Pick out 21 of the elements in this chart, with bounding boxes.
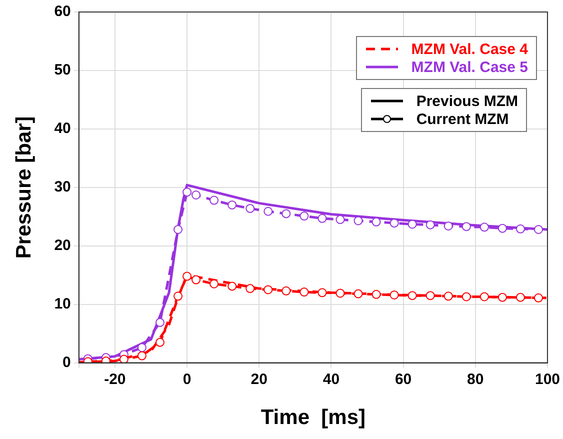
- y-tick-label: 30: [54, 178, 71, 196]
- y-tick-label: 20: [54, 237, 71, 254]
- y-tick-label: 50: [54, 62, 71, 79]
- key-box: Previous MZM Current MZM: [361, 88, 527, 132]
- x-tick-label: -20: [104, 370, 126, 388]
- x-tick-label: 80: [467, 370, 484, 388]
- x-tick-label: 40: [322, 370, 340, 388]
- x-tick-label: 60: [394, 370, 412, 388]
- y-tick-label: 40: [54, 120, 71, 138]
- y-axis-title: Pressure [bar]: [12, 116, 36, 259]
- y-tick-label: 60: [54, 3, 71, 20]
- x-tick-label: 0: [182, 370, 192, 388]
- x-tick-label: 20: [250, 370, 268, 388]
- annotation: Current MZM: [416, 110, 509, 128]
- x-axis-title: Time [ms]: [260, 406, 366, 430]
- legend-label: MZM Val. Case 5: [411, 58, 528, 76]
- y-tick-label: 0: [62, 354, 71, 371]
- x-tick-label: 100: [534, 370, 560, 388]
- y-tick-label: 10: [54, 295, 71, 312]
- annotation: Previous MZM: [416, 92, 518, 110]
- legend-label: MZM Val. Case 4: [411, 40, 528, 58]
